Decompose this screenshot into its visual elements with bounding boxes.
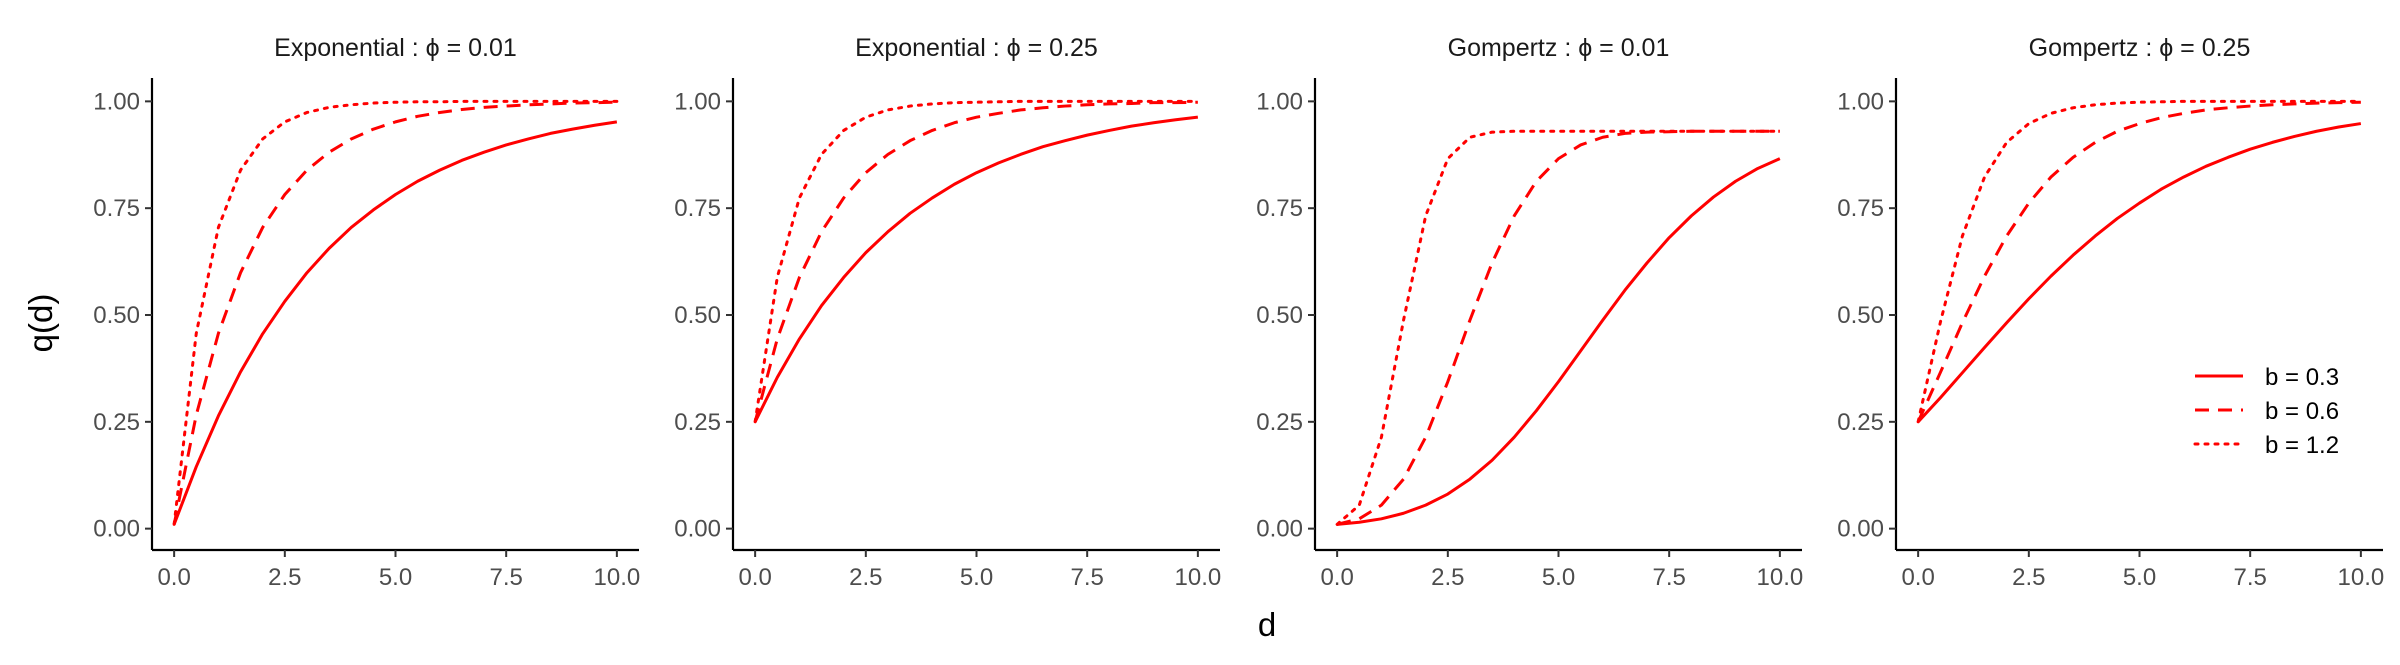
y-tick-label: 0.00 <box>1837 516 1884 543</box>
x-tick-label: 2.5 <box>268 564 301 591</box>
series-line-b-0-6 <box>1916 100 2361 423</box>
legend-label: b = 0.3 <box>2265 364 2339 391</box>
panel-title: Gompertz : ϕ = 0.01 <box>1448 34 1670 62</box>
series-line-b-1-2 <box>1335 129 1782 526</box>
y-tick-label: 1.00 <box>1256 88 1303 115</box>
panel-2: Exponential : ϕ = 0.25 0.00 0.25 0.50 0.75 1.… <box>674 34 1221 591</box>
panel-title: Exponential : ϕ = 0.01 <box>274 34 517 62</box>
y-axis-title: q(d) <box>22 294 59 353</box>
series-line-b-0-6 <box>172 100 617 525</box>
y-tick-label: 0.25 <box>1837 409 1884 436</box>
series-line-b-0-3 <box>753 115 1199 423</box>
x-tick-label: 5.0 <box>379 564 412 591</box>
y-tick-label: 0.50 <box>93 302 140 329</box>
panel-4: Gompertz : ϕ = 0.25 0.00 0.25 0.50 0.75 1.00 0… <box>1837 34 2384 591</box>
x-tick-label: 7.5 <box>1652 564 1685 591</box>
series-line-b-0-3 <box>1917 122 2362 423</box>
x-tick-label: 0.0 <box>157 564 190 591</box>
y-tick-label: 0.50 <box>1837 302 1884 329</box>
x-tick-label: 0.0 <box>1320 564 1353 591</box>
x-tick-label: 0.0 <box>1901 564 1934 591</box>
panels: Exponential : ϕ = 0.01 0.00 0.25 0.50 0.75 1.… <box>93 34 2384 591</box>
x-tick-label: 10.0 <box>1175 564 1222 591</box>
series-line-b-1-2 <box>172 99 619 526</box>
panel-1: Exponential : ϕ = 0.01 0.00 0.25 0.50 0.75 1.… <box>93 34 640 591</box>
y-tick-label: 0.75 <box>1837 195 1884 222</box>
y-tick-label: 1.00 <box>93 88 140 115</box>
x-tick-label: 10.0 <box>1757 564 1804 591</box>
series-line-b-0-6 <box>1336 129 1780 526</box>
panel-title: Gompertz : ϕ = 0.25 <box>2029 34 2251 62</box>
y-tick-label: 0.75 <box>1256 195 1303 222</box>
panel-title: Exponential : ϕ = 0.25 <box>855 34 1098 62</box>
y-tick-label: 0.25 <box>674 409 721 436</box>
x-tick-label: 7.5 <box>1070 564 1103 591</box>
y-tick-label: 0.00 <box>93 516 140 543</box>
x-tick-label: 0.0 <box>738 564 771 591</box>
x-tick-label: 5.0 <box>1542 564 1575 591</box>
x-axis-title: d <box>1258 606 1276 643</box>
panel-3: Gompertz : ϕ = 0.01 0.00 0.25 0.50 0.75 1.00 0… <box>1256 34 1803 591</box>
y-tick-label: 1.00 <box>1837 88 1884 115</box>
x-tick-label: 2.5 <box>849 564 882 591</box>
y-tick-label: 0.75 <box>674 195 721 222</box>
y-tick-label: 0.00 <box>1256 516 1303 543</box>
y-tick-label: 0.75 <box>93 195 140 222</box>
y-tick-label: 0.00 <box>674 516 721 543</box>
series-line-b-0-6 <box>753 100 1198 423</box>
x-tick-label: 5.0 <box>960 564 993 591</box>
legend: b = 0.3 b = 0.6 b = 1.2 <box>2193 364 2339 459</box>
legend-label: b = 1.2 <box>2265 432 2339 459</box>
x-tick-label: 10.0 <box>2338 564 2385 591</box>
y-tick-label: 1.00 <box>674 88 721 115</box>
series-line-b-1-2 <box>753 99 1200 424</box>
legend-label: b = 0.6 <box>2265 398 2339 425</box>
x-tick-label: 2.5 <box>1431 564 1464 591</box>
y-tick-label: 0.25 <box>93 409 140 436</box>
x-tick-label: 2.5 <box>2012 564 2045 591</box>
y-tick-label: 0.25 <box>1256 409 1303 436</box>
x-tick-label: 10.0 <box>594 564 641 591</box>
x-tick-label: 7.5 <box>2233 564 2266 591</box>
series-line-b-0-3 <box>1336 157 1781 526</box>
x-tick-label: 5.0 <box>2123 564 2156 591</box>
y-tick-label: 0.50 <box>1256 302 1303 329</box>
y-tick-label: 0.50 <box>674 302 721 329</box>
series-line-b-0-3 <box>172 120 618 525</box>
x-tick-label: 7.5 <box>489 564 522 591</box>
